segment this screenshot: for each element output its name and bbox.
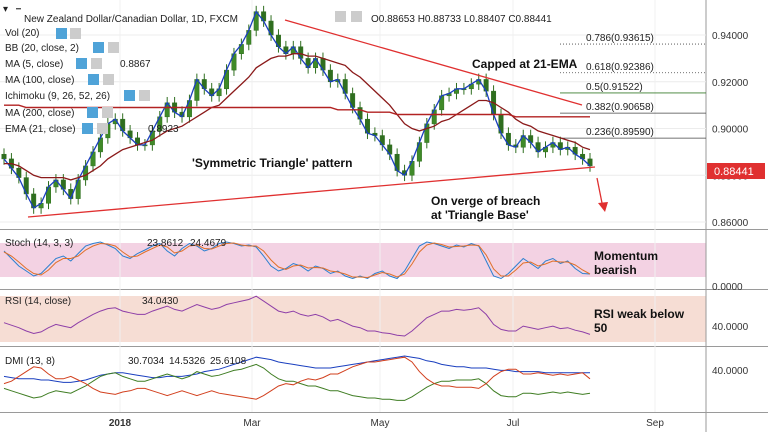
candle-body	[1, 153, 7, 160]
triangle-base-line	[27, 166, 596, 218]
fib-levels: 0.786(0.93615) 0.618(0.92386) 0.5(0.91522)…	[560, 33, 706, 139]
eye-icon[interactable]	[82, 123, 93, 134]
fib-label: 0.786(0.93615)	[586, 33, 654, 44]
eye-icon[interactable]	[335, 11, 346, 22]
eye-icon[interactable]	[124, 90, 135, 101]
rsi-value: 34.0430	[142, 296, 179, 307]
fib-label: 0.618(0.92386)	[586, 62, 654, 73]
legend-ma100: MA (100, close)	[5, 75, 74, 86]
stoch-k-line	[3, 241, 591, 280]
rsi-title: RSI (14, close)	[5, 296, 71, 307]
eye-icon[interactable]	[87, 107, 98, 118]
trendlines	[27, 19, 608, 218]
indicator-legend: Vol (20) BB (20, close, 2) MA (5, close)…	[5, 28, 179, 135]
annotation-triangle: 'Symmetric Triangle' pattern	[192, 156, 352, 170]
rsi-tick-label: 40.0000	[712, 322, 749, 333]
stoch-tick-label: 0.0000	[712, 282, 743, 293]
eye-icon[interactable]	[56, 28, 67, 39]
annotation-rsi-1: RSI weak below	[594, 307, 685, 321]
rsi-line	[3, 295, 591, 337]
minus-di-line	[3, 356, 591, 400]
legend-ma5-value: 0.8867	[120, 59, 151, 70]
fib-label: 0.382(0.90658)	[586, 102, 654, 113]
legend-ichimoku: Ichimoku (9, 26, 52, 26)	[5, 91, 110, 102]
time-tick-label: 2018	[109, 418, 132, 429]
price-tick-label: 0.92000	[712, 78, 749, 89]
oscillator-panes	[3, 241, 591, 401]
price-tick-label: 0.94000	[712, 31, 749, 42]
legend-bb: BB (20, close, 2)	[5, 43, 79, 54]
fib-label: 0.5(0.91522)	[586, 82, 643, 93]
time-tick-label: Mar	[243, 418, 261, 429]
dmi-minus-value: 25.6108	[210, 356, 247, 367]
gear-icon[interactable]	[351, 11, 362, 22]
ema21-line	[4, 53, 591, 181]
grid	[0, 0, 706, 412]
dmi-title: DMI (13, 8)	[5, 356, 55, 367]
ohlc-values: O0.88653 H0.88733 L0.88407 C0.88441	[371, 14, 552, 25]
gear-icon[interactable]	[103, 74, 114, 85]
chart-header: ▾ New Zealand Dollar/Canadian Dollar, 1D…	[0, 0, 552, 25]
candle-body	[587, 158, 593, 167]
breakdown-arrow-head	[598, 202, 608, 212]
stoch-band	[0, 243, 706, 277]
annotation-capped: Capped at 21-EMA	[472, 57, 578, 71]
legend-ma5: MA (5, close)	[5, 59, 63, 70]
gear-icon[interactable]	[70, 28, 81, 39]
eye-icon[interactable]	[76, 58, 87, 69]
time-tick-label: Jul	[507, 418, 520, 429]
ma5-line	[3, 10, 591, 209]
annotation-verge-1: On verge of breach	[431, 194, 540, 208]
price-tick-label: 0.90000	[712, 125, 749, 136]
legend-ma200: MA (200, close)	[5, 108, 74, 119]
gear-icon[interactable]	[91, 58, 102, 69]
gear-icon[interactable]	[97, 123, 108, 134]
dmi-adx-value: 30.7034	[128, 356, 165, 367]
last-price-badge: 0.88441	[707, 163, 765, 179]
annotation-verge-2: at 'Triangle Base'	[431, 208, 529, 222]
legend-ema21: EMA (21, close)	[5, 124, 76, 135]
eye-icon[interactable]	[88, 74, 99, 85]
gear-icon[interactable]	[139, 90, 150, 101]
legend-vol: Vol (20)	[5, 28, 39, 39]
dmi-tick-label: 40.0000	[712, 366, 749, 377]
annotation-momentum-2: bearish	[594, 263, 637, 277]
gear-icon[interactable]	[108, 42, 119, 53]
fib-label: 0.236(0.89590)	[586, 127, 654, 138]
minus-icon[interactable]	[16, 8, 21, 10]
time-tick-label: Sep	[646, 418, 664, 429]
last-price-value: 0.88441	[714, 166, 754, 178]
candles	[1, 5, 593, 214]
dmi-plus-value: 14.5326	[169, 356, 206, 367]
price-pane	[0, 0, 706, 229]
stoch-d-value: 24.4679	[190, 238, 227, 249]
moving-averages	[3, 10, 591, 209]
stoch-d-line	[3, 242, 591, 279]
price-tick-label: 0.86000	[712, 218, 749, 229]
adx-line	[3, 355, 590, 383]
gear-icon[interactable]	[102, 107, 113, 118]
chart-title: New Zealand Dollar/Canadian Dollar, 1D, …	[24, 14, 238, 25]
time-tick-label: May	[371, 418, 390, 429]
collapse-icon[interactable]: ▾	[3, 4, 8, 15]
annotation-rsi-2: 50	[594, 321, 608, 335]
eye-icon[interactable]	[93, 42, 104, 53]
ma200-line	[4, 104, 590, 118]
plus-di-line	[3, 363, 591, 401]
triangle-top-line	[284, 19, 583, 106]
legend-ema21-value: 0.8923	[148, 124, 179, 135]
annotation-momentum-1: Momentum	[594, 249, 658, 263]
stoch-title: Stoch (14, 3, 3)	[5, 238, 73, 249]
stoch-k-value: 23.8612	[147, 238, 184, 249]
